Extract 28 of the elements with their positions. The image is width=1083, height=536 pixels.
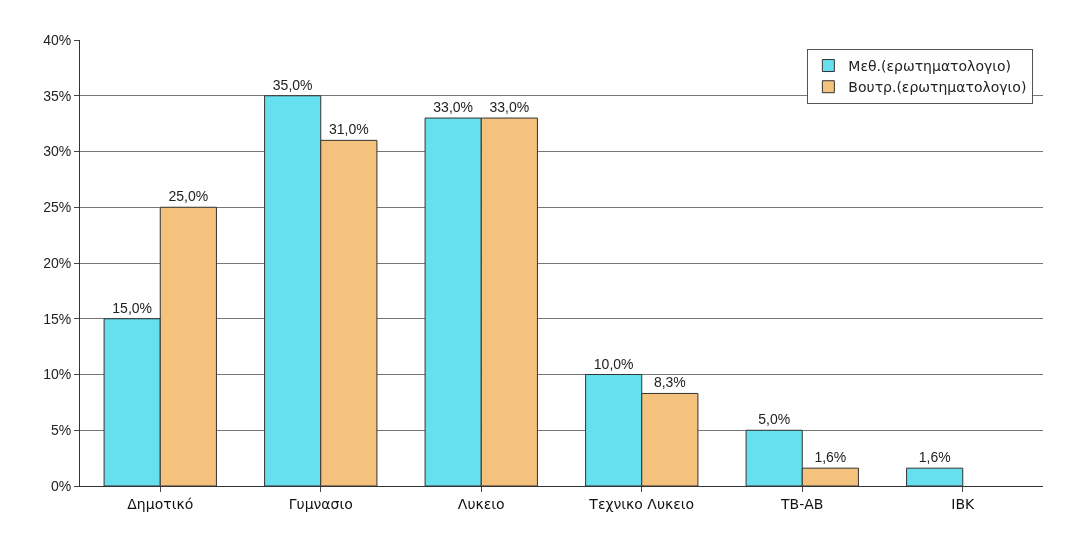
data-label: 33,0% — [489, 99, 530, 116]
legend-label: Βουτρ.(ερωτηματολογιο) — [848, 79, 1027, 96]
data-label: 8,3% — [653, 374, 686, 391]
y-tick-label: 5% — [50, 422, 72, 439]
data-label: 1,6% — [814, 449, 847, 466]
y-tick-label: 10% — [43, 366, 72, 383]
x-tick-label: Τεχνικο Λυκειο — [588, 495, 695, 512]
x-tick-label: Λυκειο — [457, 495, 505, 512]
y-tick-label: 15% — [43, 310, 72, 327]
x-tick-label: Γυμνασιο — [288, 495, 353, 512]
data-label: 35,0% — [272, 76, 313, 93]
y-tick-label: 0% — [50, 477, 72, 494]
data-label: 31,0% — [328, 121, 369, 138]
x-tick-label: ΙΒΚ — [951, 495, 976, 512]
y-tick-label: 35% — [43, 87, 72, 104]
data-label: 15,0% — [112, 299, 153, 316]
y-tick-label: 25% — [43, 199, 72, 216]
data-label: 1,6% — [918, 449, 951, 466]
y-tick-label: 20% — [43, 254, 72, 271]
y-tick-label: 30% — [43, 143, 72, 160]
data-label: 5,0% — [758, 411, 791, 428]
data-label: 33,0% — [433, 99, 474, 116]
legend-label: Μεθ.(ερωτηματολογιο) — [848, 57, 1012, 74]
x-tick-label: Δημοτικό — [127, 495, 194, 512]
data-label: 10,0% — [593, 355, 634, 372]
x-tick-label: ΤΒ-ΑΒ — [780, 495, 824, 512]
data-label: 25,0% — [168, 188, 209, 205]
y-tick-label: 40% — [43, 31, 72, 48]
